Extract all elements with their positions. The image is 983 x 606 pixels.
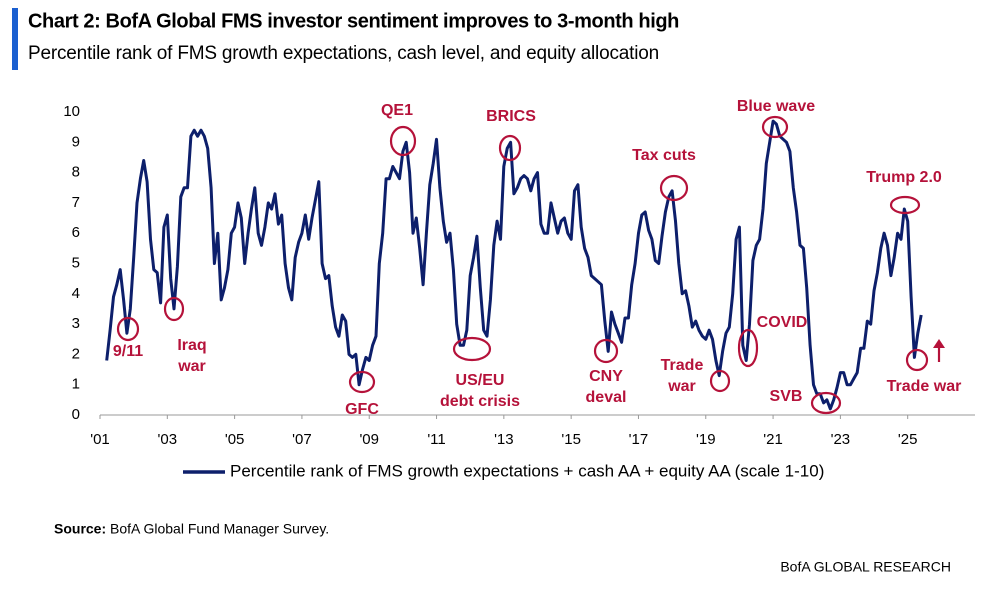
annotation: Iraq (177, 337, 206, 354)
x-tick-label: '21 (763, 431, 783, 448)
y-tick-label: 3 (72, 315, 80, 332)
x-tick-label: '15 (561, 431, 581, 448)
y-tick-label: 0 (72, 406, 80, 423)
annotation: US/EU (456, 372, 505, 389)
annotation-circle (163, 296, 185, 322)
chart-title: Chart 2: BofA Global FMS investor sentim… (28, 10, 679, 32)
annotation: 9/11 (113, 343, 143, 360)
annotation-circle (498, 134, 522, 162)
annotation: Trade war (887, 378, 962, 395)
annotation: CNY (589, 368, 623, 385)
annotation: deval (586, 389, 627, 406)
annotation-circle (709, 369, 731, 393)
x-tick-label: '23 (831, 431, 851, 448)
x-tick-label: '13 (494, 431, 514, 448)
annotation-circle (593, 338, 619, 364)
annotation-arrowhead (933, 339, 945, 348)
y-tick-label: 10 (63, 103, 80, 120)
x-tick-label: '11 (427, 431, 445, 448)
x-tick-label: '01 (90, 431, 110, 448)
x-tick-label: '05 (225, 431, 245, 448)
annotation: debt crisis (440, 393, 520, 410)
y-tick-label: 6 (72, 224, 80, 241)
title-accent (12, 8, 18, 70)
x-tick-label: '03 (158, 431, 178, 448)
source-label: Source: (54, 521, 106, 537)
y-tick-label: 2 (72, 345, 80, 362)
annotation-circle (116, 316, 140, 342)
y-tick-label: 1 (72, 376, 80, 393)
annotation: war (667, 378, 696, 395)
x-tick-label: '19 (696, 431, 716, 448)
annotation-circle (348, 370, 376, 394)
y-tick-label: 5 (72, 254, 80, 271)
series-line (105, 119, 923, 411)
x-tick-label: '07 (292, 431, 312, 448)
annotation-circle (659, 174, 689, 202)
annotation: QE1 (381, 102, 413, 119)
chart-subtitle: Percentile rank of FMS growth expectatio… (28, 43, 659, 64)
y-tick-label: 9 (72, 133, 80, 150)
source: BofA Global Fund Manager Survey. (110, 521, 329, 537)
annotation: COVID (757, 314, 808, 331)
annotation: Tax cuts (632, 147, 696, 164)
annotation-circle (737, 328, 759, 368)
x-tick-label: '09 (359, 431, 379, 448)
annotation-circle (452, 336, 492, 362)
y-tick-label: 7 (72, 194, 80, 211)
x-tick-label: '25 (898, 431, 918, 448)
annotation: Trade (661, 357, 704, 374)
annotation: Trump 2.0 (866, 169, 942, 186)
annotation-circle (810, 391, 842, 415)
annotation-circle (889, 195, 921, 215)
annotation-circle (389, 125, 417, 157)
annotation: GFC (345, 401, 379, 418)
annotation-circle (905, 348, 929, 372)
annotation: Blue wave (737, 98, 815, 115)
y-tick-label: 4 (72, 285, 80, 302)
annotation: SVB (770, 388, 803, 405)
footer: BofA GLOBAL RESEARCH (780, 559, 951, 575)
x-tick-label: '17 (629, 431, 649, 448)
annotation-circle (761, 115, 789, 139)
annotation: war (177, 358, 206, 375)
y-tick-label: 8 (72, 164, 80, 181)
annotation: BRICS (486, 108, 536, 125)
legend-label: Percentile rank of FMS growth expectatio… (230, 461, 824, 480)
